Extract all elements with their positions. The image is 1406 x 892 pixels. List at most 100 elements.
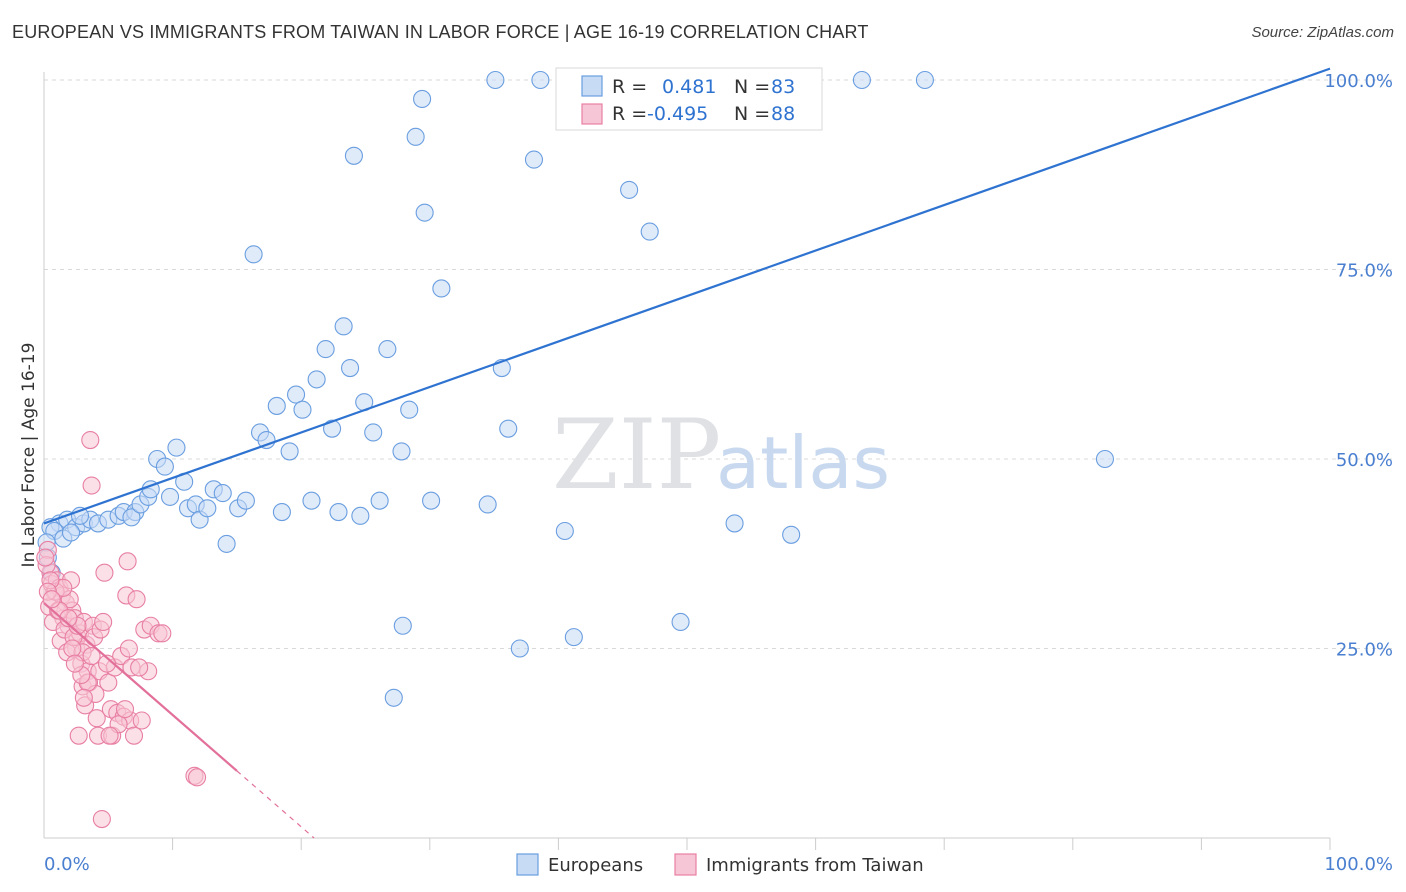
european-point — [307, 370, 326, 389]
legend-r-label-pink: R = — [612, 103, 647, 125]
european-point — [510, 639, 529, 658]
y-tick-label: 100.0% — [1324, 71, 1393, 92]
european-point — [370, 491, 389, 510]
european-point — [852, 70, 871, 90]
european-point — [432, 279, 451, 298]
taiwan-point — [94, 612, 113, 632]
legend-n-label-blue: N = — [734, 76, 770, 98]
legend-n-value-pink: 88 — [771, 103, 795, 125]
european-point — [344, 146, 363, 165]
stats-legend: R = 0.481 N = 83 R = -0.495 N = 88 — [555, 67, 823, 131]
european-point — [155, 457, 174, 476]
ticks: 25.0% 50.0% 75.0% 100.0% 0.0% 100.0% — [44, 71, 1393, 875]
european-point — [272, 503, 291, 522]
x-tick-label: 0.0% — [44, 854, 90, 875]
european-point — [564, 628, 583, 647]
y-tick-label: 25.0% — [1336, 640, 1393, 661]
taiwan-point — [97, 654, 117, 673]
legend-swatch-blue — [581, 75, 603, 97]
watermark: ZIP atlas — [552, 399, 890, 511]
legend-n-value-blue: 83 — [771, 76, 795, 98]
european-point — [244, 245, 263, 264]
european-point — [364, 423, 383, 442]
y-axis-label: In Labor Force | Age 16-19 — [19, 343, 39, 568]
taiwan-point — [100, 726, 119, 745]
european-point — [392, 442, 411, 461]
european-point — [329, 503, 348, 522]
legend-n-label-pink: N = — [734, 103, 770, 125]
y-tick-label: 50.0% — [1336, 450, 1393, 471]
taiwan-point — [92, 809, 111, 829]
taiwan-point — [42, 590, 61, 609]
european-point — [236, 491, 255, 510]
series-legend-taiwan: Immigrants from Taiwan — [706, 855, 924, 876]
european-point — [213, 484, 232, 503]
european-point — [160, 487, 180, 506]
taiwan-point — [127, 590, 146, 609]
legend-r-value-pink: -0.495 — [647, 103, 708, 125]
taiwan-point — [118, 552, 137, 571]
trend-lines — [43, 67, 1331, 839]
european-point — [499, 419, 518, 438]
grid — [44, 79, 1394, 649]
european-point — [400, 400, 419, 419]
european-point — [378, 340, 397, 359]
european-point — [1095, 449, 1114, 469]
european-point — [351, 506, 370, 525]
european-point — [393, 616, 412, 635]
european-point — [280, 442, 299, 461]
series-legend: Europeans Immigrants from Taiwan — [516, 853, 924, 876]
european-point — [478, 495, 497, 514]
european-point — [341, 358, 360, 378]
european-point — [422, 491, 441, 510]
taiwan-point — [69, 726, 88, 745]
source-label: Source: ZipAtlas.com — [1251, 24, 1394, 41]
taiwan-point — [130, 658, 149, 677]
series-legend-europeans: Europeans — [548, 855, 643, 876]
european-point — [782, 525, 801, 544]
european-point — [287, 385, 306, 404]
chart-title: EUROPEAN VS IMMIGRANTS FROM TAIWAN IN LA… — [12, 22, 869, 42]
european-point — [323, 419, 342, 438]
legend-r-label-blue: R = — [612, 76, 647, 98]
taiwan-point — [36, 548, 55, 567]
european-point — [167, 438, 186, 457]
taiwan-trend-line-extension — [236, 770, 315, 839]
european-point — [640, 222, 659, 241]
taiwan-point — [153, 624, 172, 643]
taiwan-point — [82, 476, 101, 495]
european-point — [531, 70, 550, 90]
taiwan-point — [65, 654, 84, 673]
european-trend-line — [43, 67, 1331, 525]
european-point — [316, 340, 335, 359]
european-point — [524, 150, 544, 169]
taiwan-point — [82, 647, 101, 666]
european-point — [486, 70, 505, 90]
taiwan-point — [74, 688, 93, 707]
european-point — [267, 396, 286, 415]
legend-r-value-blue: 0.481 — [656, 76, 716, 98]
european-point — [413, 89, 432, 108]
taiwan-point — [81, 430, 100, 450]
taiwan-point — [95, 563, 114, 582]
taiwan-point — [132, 711, 151, 730]
european-point — [334, 317, 353, 336]
european-point — [384, 688, 403, 707]
taiwan-point — [124, 726, 144, 745]
scatter-points — [36, 70, 1114, 829]
european-point — [620, 180, 639, 199]
legend-swatch-pink — [581, 103, 603, 125]
taiwan-point — [99, 673, 118, 692]
european-point — [293, 400, 312, 419]
watermark-zip: ZIP — [552, 399, 721, 511]
european-point — [915, 70, 934, 90]
y-tick-label: 75.0% — [1336, 261, 1393, 282]
european-point — [302, 491, 321, 510]
taiwan-point — [63, 639, 82, 658]
taiwan-point — [115, 700, 135, 719]
european-point — [415, 203, 434, 222]
european-point — [217, 534, 236, 553]
taiwan-point — [187, 768, 207, 787]
european-point — [198, 499, 217, 518]
